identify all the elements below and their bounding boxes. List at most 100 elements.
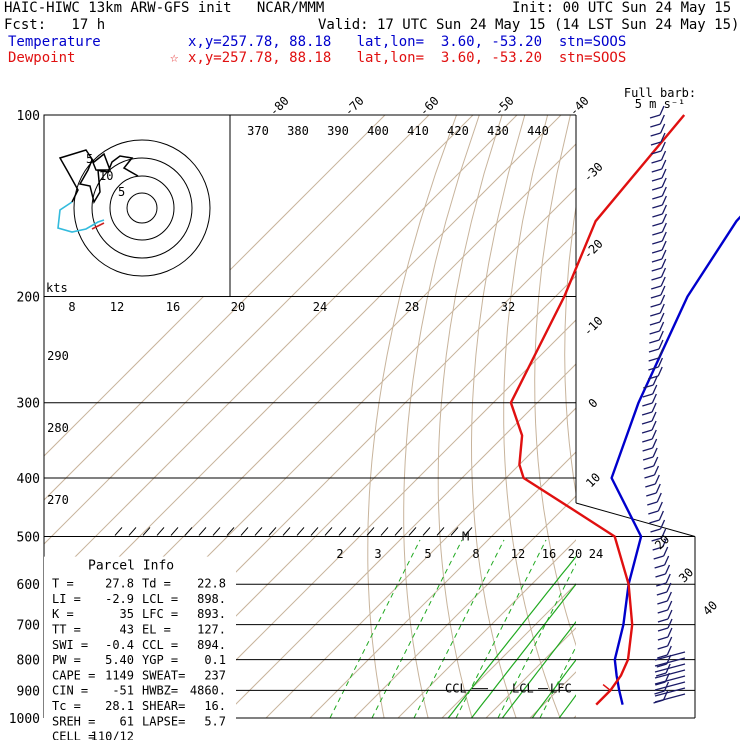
wind-barb (657, 600, 668, 605)
theta-label: 400 (367, 124, 389, 138)
wind-barb-flag (660, 267, 667, 278)
dry-adiabat (534, 115, 576, 647)
hodograph: 5 10 5 kts (43, 114, 231, 298)
wind-barb (651, 168, 662, 173)
parcel-value: 22.8 (197, 577, 226, 591)
hatch-mark (198, 527, 207, 536)
hodograph-box (43, 114, 231, 298)
dry-adiabat (503, 115, 561, 718)
wind-barb-flag (658, 510, 665, 521)
parcel-key: Tc = (52, 699, 81, 713)
moist-adiabat (666, 540, 740, 718)
header: HAIC-HIWC 13km ARW-GFS init NCAR/MMM Ini… (0, 0, 740, 70)
wind-barb-flag (661, 231, 667, 242)
isotherm-label: 30 (676, 565, 696, 585)
wind-barb-flag (664, 564, 671, 575)
dry-adiabat (727, 115, 740, 731)
pressure-label: 900 (17, 684, 40, 699)
parcel-value: 61 (120, 714, 134, 728)
hatch-mark (450, 527, 459, 536)
wind-barb-flag (667, 618, 673, 629)
moist-adiabat (413, 539, 505, 718)
kts-label: kts (46, 281, 68, 295)
parcel-value: 27.8 (105, 577, 134, 591)
mixing-ratio-label: 12 (110, 300, 124, 314)
parcel-path (618, 690, 624, 705)
pressure-label: 200 (17, 291, 40, 306)
wind-barb-flag (661, 186, 667, 197)
wind-barb (651, 276, 662, 281)
theta-label: 270 (47, 493, 69, 507)
theta-label: 380 (287, 124, 309, 138)
hatch-mark (282, 527, 291, 536)
wind-barb (642, 393, 653, 398)
wind-barb-flag (651, 393, 657, 404)
wind-barb (651, 159, 662, 164)
hatch-mark (338, 527, 347, 536)
wind-barb-flag (667, 627, 673, 638)
parcel-value: 4860. (190, 684, 226, 698)
wind-barb (643, 465, 654, 470)
parcel-value: 110/12 (91, 730, 134, 740)
isotherm-line (44, 115, 518, 589)
mixing-ratio-label: 8 (472, 547, 479, 561)
hatch-mark (240, 527, 249, 536)
mixing-ratio-label: 8 (68, 300, 75, 314)
wind-barb (652, 213, 663, 218)
dry-adiabats (367, 115, 740, 731)
wind-barb (652, 240, 663, 245)
hatch-mark (422, 527, 431, 536)
parcel-key: EL = (142, 623, 171, 637)
wind-barb (655, 681, 666, 686)
parcel-value: 35 (120, 607, 134, 621)
moist-adiabat (329, 539, 421, 718)
wind-barb-flag (656, 492, 662, 503)
isotherm-line (397, 539, 576, 718)
wind-barb (642, 447, 653, 452)
parcel-value: 5.40 (105, 653, 134, 667)
hatch-mark (254, 527, 263, 536)
wind-barb (648, 366, 659, 371)
wind-barb-flag (661, 177, 667, 188)
wind-barb-flag (667, 609, 673, 620)
mixing-ratio-line (558, 694, 576, 718)
wind-barb (654, 693, 686, 703)
wind-barb-flag (659, 114, 665, 125)
wind-barb-flag (659, 519, 666, 530)
hatch-mark (380, 527, 389, 536)
dewpoint-legend: Dewpoint (8, 50, 76, 66)
mixing-ratio-label: 16 (542, 547, 556, 561)
theta-label: 410 (407, 124, 429, 138)
wind-barb-flag (661, 222, 667, 233)
isotherm-label: 10 (583, 470, 603, 490)
wind-barb (654, 657, 686, 667)
hatch-mark (212, 527, 221, 536)
mixing-ratio-line (608, 269, 740, 718)
pressure-label: 1000 (9, 712, 40, 727)
wind-barb-flag (666, 591, 672, 602)
isotherm-line (353, 495, 576, 718)
wind-barb-flag (652, 384, 658, 395)
parcel-key: LAPSE= (142, 714, 185, 728)
wind-barb (657, 645, 668, 650)
hodograph-trace-upper (58, 149, 139, 204)
hatch-mark (310, 527, 319, 536)
parcel-key: YGP = (142, 653, 178, 667)
parcel-dew-path (602, 683, 611, 691)
hatch-mark (352, 527, 361, 536)
isotherm-label: -10 (581, 314, 606, 339)
wind-barb (654, 669, 686, 679)
wind-barb-flag (658, 321, 665, 332)
hodograph-ring (73, 139, 211, 277)
isotherm-line (44, 115, 474, 545)
wind-barb-flag (660, 276, 666, 287)
right-axis-slant (575, 502, 696, 537)
theta-label: 430 (487, 124, 509, 138)
parcel-value: 43 (120, 623, 134, 637)
wind-barb-flag (657, 357, 664, 368)
isotherm-label: 0 (586, 396, 601, 411)
mixing-ratio-label: 20 (568, 547, 582, 561)
wind-barb (654, 675, 686, 685)
parcel-value: 28.1 (105, 699, 134, 713)
mixing-ratio-line (471, 583, 576, 718)
